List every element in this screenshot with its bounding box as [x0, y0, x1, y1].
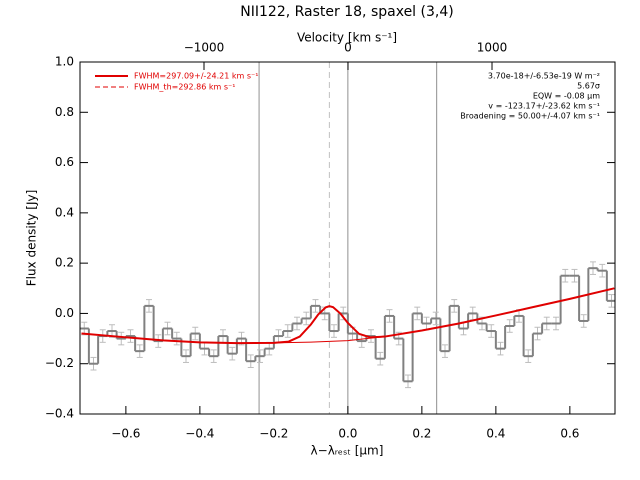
x2-tick-label: −1000	[184, 41, 225, 55]
x-tick-label: 0.6	[560, 427, 579, 441]
x-tick-label: −0.2	[259, 427, 288, 441]
y-axis-label: Flux density [Jy]	[25, 190, 39, 287]
x2-tick-label: 1000	[477, 41, 508, 55]
fit-line	[81, 287, 615, 344]
y-tick-label: 0.6	[55, 155, 74, 169]
annotation: 5.67σ	[577, 82, 600, 91]
legend-label: FWHM_th=292.86 km s⁻¹	[134, 83, 235, 92]
annotation: 3.70e-18+/-6.53e-19 W m⁻²	[488, 72, 600, 81]
y-tick-label: 1.0	[55, 55, 74, 69]
y-tick-label: 0.4	[55, 205, 74, 219]
annotation: EQW = -0.08 μm	[533, 92, 600, 101]
chart-title: NII122, Raster 18, spaxel (3,4)	[240, 4, 453, 20]
y-tick-label: 0.8	[55, 105, 74, 119]
x-tick-label: 0.0	[338, 427, 357, 441]
x-tick-label: 0.2	[412, 427, 431, 441]
x-axis-label: λ−λᵣₑₛₜ [μm]	[311, 444, 384, 458]
x-tick-label: 0.4	[486, 427, 505, 441]
y-tick-label: −0.4	[45, 407, 74, 421]
annotation: v = -123.17+/-23.62 km s⁻¹	[488, 102, 600, 111]
legend-label: FWHM=297.09+/-24.21 km s⁻¹	[134, 72, 258, 81]
y-tick-label: −0.2	[45, 356, 74, 370]
x-tick-label: −0.6	[111, 427, 140, 441]
y-tick-label: 0.2	[55, 256, 74, 270]
x-tick-label: −0.4	[185, 427, 214, 441]
y-tick-label: 0.0	[55, 306, 74, 320]
x2-tick-label: 0	[344, 41, 352, 55]
annotation: Broadening = 50.00+/-4.07 km s⁻¹	[460, 112, 600, 121]
x2-axis-label: Velocity [km s⁻¹]	[297, 31, 397, 45]
